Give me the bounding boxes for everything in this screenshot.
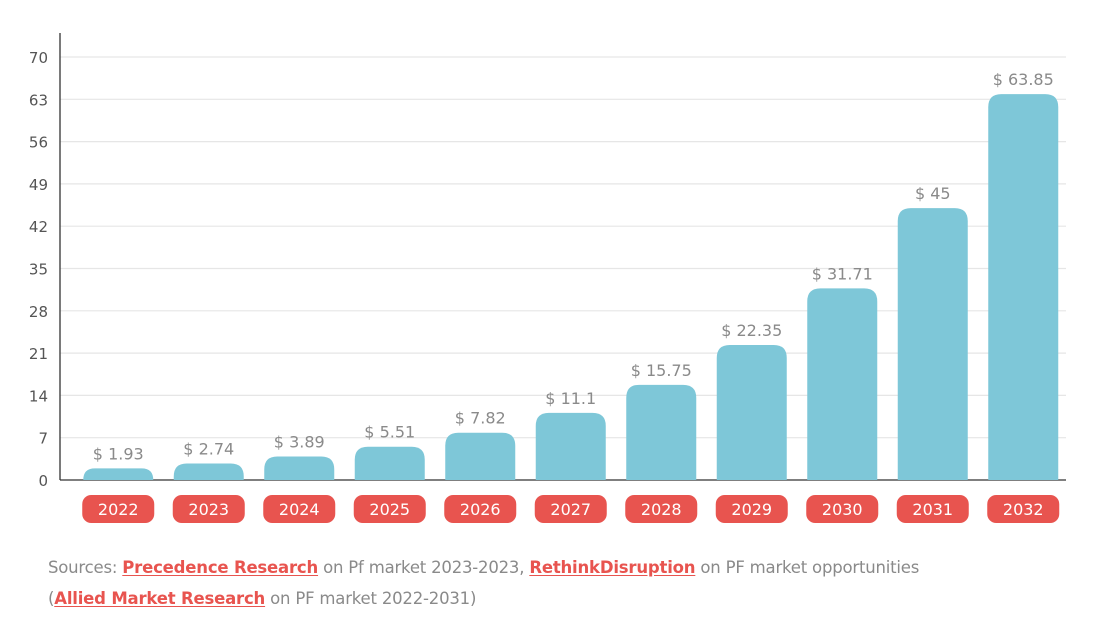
data-label-2027: $ 11.1 — [545, 389, 596, 408]
y-tick-label: 14 — [29, 387, 48, 405]
y-tick-label: 21 — [29, 345, 48, 363]
sources-note: Sources: Precedence Research on Pf marke… — [48, 552, 1048, 614]
bar-2029 — [716, 344, 787, 480]
y-tick-label: 7 — [38, 430, 48, 448]
data-label-2026: $ 7.82 — [455, 409, 506, 428]
allied-market-research-link[interactable]: Allied Market Research — [54, 589, 266, 608]
x-tick-label-2031: 2031 — [912, 500, 953, 519]
sources-text-1: on Pf market 2023-2023, — [318, 558, 530, 577]
category-badge-2030 — [806, 495, 879, 523]
sources-text-2: on PF market opportunities — [695, 558, 920, 577]
y-tick-label: 70 — [29, 49, 48, 67]
data-label-2022: $ 1.93 — [93, 444, 144, 463]
category-badge-2024 — [263, 495, 336, 523]
sources-line-2: (Allied Market Research on PF market 202… — [48, 583, 1048, 614]
category-badge-2031 — [896, 495, 969, 523]
x-tick-label-2023: 2023 — [188, 500, 229, 519]
category-badge-2025 — [353, 495, 426, 523]
bar-2028 — [626, 384, 697, 480]
y-tick-label: 56 — [29, 134, 48, 152]
x-tick-label-2025: 2025 — [369, 500, 410, 519]
rethink-disruption-link[interactable]: RethinkDisruption — [529, 558, 696, 577]
bar-2030 — [807, 288, 878, 480]
y-tick-label: 49 — [29, 176, 48, 194]
x-tick-label-2024: 2024 — [279, 500, 320, 519]
bar-2025 — [354, 446, 425, 480]
category-badge-2026 — [444, 495, 517, 523]
x-tick-label-2030: 2030 — [822, 500, 863, 519]
bar-2024 — [264, 456, 335, 480]
sources-prefix: Sources: — [48, 558, 123, 577]
precedence-research-link[interactable]: Precedence Research — [122, 558, 319, 577]
y-tick-label: 0 — [38, 472, 48, 490]
y-tick-label: 28 — [29, 303, 48, 321]
y-tick-label: 42 — [29, 218, 48, 236]
x-tick-label-2028: 2028 — [641, 500, 682, 519]
bar-2022 — [83, 468, 154, 480]
bar-2026 — [445, 432, 516, 480]
x-tick-label-2029: 2029 — [731, 500, 772, 519]
category-badge-2023 — [172, 495, 245, 523]
y-tick-label: 35 — [29, 261, 48, 279]
x-tick-label-2032: 2032 — [1003, 500, 1044, 519]
x-tick-label-2027: 2027 — [550, 500, 591, 519]
data-label-2025: $ 5.51 — [364, 423, 415, 442]
data-label-2029: $ 22.35 — [721, 321, 782, 340]
category-badge-2032 — [987, 495, 1060, 523]
category-badge-2022 — [82, 495, 155, 523]
bar-2032 — [988, 94, 1059, 480]
sources-text-3: on PF market 2022-2031) — [265, 589, 477, 608]
bar-chart: 0 7 14 21 28 35 42 49 56 63 70 $ 1.93 2022 $ 2.74 2023… — [29, 33, 1066, 523]
x-tick-label-2022: 2022 — [98, 500, 139, 519]
data-label-2030: $ 31.71 — [812, 264, 873, 283]
category-badge-2029 — [715, 495, 788, 523]
category-badge-2027 — [534, 495, 607, 523]
sources-line-1: Sources: Precedence Research on Pf marke… — [48, 552, 1048, 583]
bar-2031 — [897, 208, 968, 481]
x-tick-label-2026: 2026 — [460, 500, 501, 519]
data-label-2028: $ 15.75 — [631, 361, 692, 380]
bar-2023 — [173, 463, 244, 480]
bar-2027 — [535, 412, 606, 480]
y-tick-label: 63 — [29, 91, 48, 109]
data-label-2031: $ 45 — [915, 184, 951, 203]
sources-open-paren: ( — [48, 589, 55, 608]
data-label-2023: $ 2.74 — [183, 439, 234, 458]
data-label-2032: $ 63.85 — [993, 70, 1054, 89]
category-badge-2028 — [625, 495, 698, 523]
data-label-2024: $ 3.89 — [274, 432, 325, 451]
